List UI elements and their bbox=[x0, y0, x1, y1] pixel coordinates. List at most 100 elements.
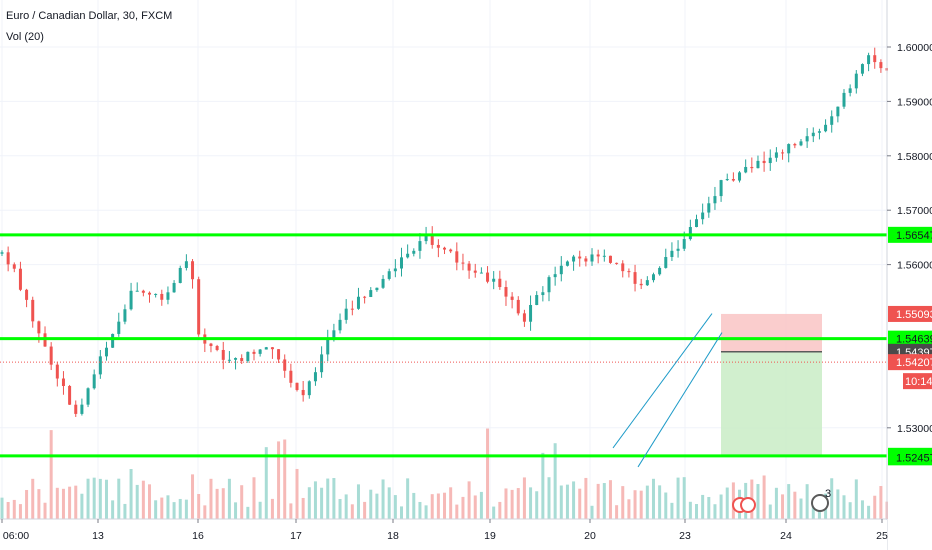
volume-bar bbox=[627, 499, 631, 519]
volume-bar bbox=[215, 488, 219, 519]
volume-bar bbox=[473, 495, 477, 519]
volume-bar bbox=[522, 477, 526, 519]
candle-body bbox=[651, 274, 655, 281]
candle-body bbox=[645, 280, 649, 286]
candle-body bbox=[356, 296, 360, 309]
candle-body bbox=[49, 346, 53, 365]
volume-bar bbox=[695, 504, 699, 519]
candle-body bbox=[762, 160, 766, 164]
volume-bar bbox=[412, 492, 416, 519]
candle-body bbox=[615, 262, 619, 264]
volume-bar bbox=[203, 505, 207, 519]
volume-bar bbox=[867, 505, 871, 519]
candle-body bbox=[553, 274, 557, 278]
candle-body bbox=[848, 88, 852, 93]
candle-body bbox=[399, 257, 403, 269]
candle-body bbox=[197, 279, 201, 335]
price-labels: 1.565471.546391.524851.550931.543971.542… bbox=[888, 226, 932, 466]
volume-bar bbox=[467, 481, 471, 519]
volume-bar bbox=[86, 478, 90, 519]
candle-body bbox=[154, 293, 158, 295]
position-zones bbox=[721, 313, 822, 456]
target-price-label: 1.52457 bbox=[896, 452, 932, 464]
candle-body bbox=[406, 253, 410, 258]
candle-body bbox=[381, 278, 385, 288]
candle-body bbox=[98, 356, 102, 375]
candle-body bbox=[860, 64, 864, 74]
candle-body bbox=[535, 295, 539, 305]
candlestick-series bbox=[0, 47, 932, 417]
volume-bar bbox=[55, 487, 59, 519]
volume-bar bbox=[535, 491, 539, 519]
candle-body bbox=[768, 157, 772, 164]
volume-bar bbox=[424, 505, 428, 519]
candle-body bbox=[750, 166, 754, 169]
candle-body bbox=[37, 321, 41, 334]
volume-bar bbox=[92, 477, 96, 519]
candle-body bbox=[676, 248, 680, 251]
overlays: 3 bbox=[732, 488, 831, 513]
price-axis-bg bbox=[888, 0, 932, 550]
level-price-label-bg bbox=[888, 330, 932, 347]
volume-bar bbox=[0, 497, 4, 519]
volume-bar bbox=[516, 488, 520, 519]
time-axis-bg bbox=[0, 520, 887, 550]
volume-bar bbox=[111, 500, 115, 519]
price-channel bbox=[612, 313, 723, 468]
volume-bar bbox=[510, 489, 514, 519]
candle-body bbox=[363, 296, 367, 298]
candle-body bbox=[793, 144, 797, 146]
volume-bar bbox=[209, 478, 213, 519]
candle-body bbox=[799, 141, 803, 146]
candle-body bbox=[492, 278, 496, 282]
candle-body bbox=[547, 277, 551, 293]
candle-body bbox=[393, 268, 397, 272]
candle-body bbox=[184, 261, 188, 268]
volume-bar bbox=[504, 488, 508, 519]
volume-bar bbox=[725, 487, 729, 519]
candle-body bbox=[658, 267, 662, 275]
candle-body bbox=[215, 346, 219, 350]
volume-bar bbox=[197, 494, 201, 519]
candle-body bbox=[264, 347, 268, 350]
volume-bar bbox=[584, 477, 588, 519]
volume-bar bbox=[252, 477, 256, 519]
price-tick-label: 1.59000 bbox=[897, 96, 932, 108]
candle-body bbox=[719, 180, 723, 197]
volume-bar bbox=[553, 443, 557, 519]
candle-body bbox=[824, 124, 828, 132]
volume-bar bbox=[547, 477, 551, 519]
volume-bar bbox=[393, 495, 397, 519]
volume-bar bbox=[799, 498, 803, 519]
volume-bar bbox=[338, 499, 342, 519]
candle-body bbox=[781, 152, 785, 154]
candle-body bbox=[0, 252, 4, 254]
volume-bar bbox=[221, 488, 225, 519]
candle-body bbox=[461, 262, 465, 264]
candle-body bbox=[633, 272, 637, 284]
volume-bar bbox=[848, 502, 852, 519]
volume-bar bbox=[326, 478, 330, 519]
candle-body bbox=[172, 282, 176, 293]
bar-countdown: 10:14 bbox=[905, 376, 932, 388]
candle-body bbox=[559, 265, 563, 275]
candle-body bbox=[326, 338, 330, 355]
time-axis: 06:00 13 16 17 18 19 20 23 24 25 bbox=[0, 519, 888, 550]
candle-body bbox=[418, 241, 422, 251]
volume-bar bbox=[295, 468, 299, 519]
candle-body bbox=[738, 172, 742, 181]
time-tick-label: 25 bbox=[876, 530, 888, 542]
volume-bar bbox=[270, 498, 274, 519]
candle-body bbox=[31, 299, 35, 322]
candle-body bbox=[240, 358, 244, 361]
volume-bar bbox=[768, 504, 772, 519]
price-tick-label: 1.56000 bbox=[897, 260, 932, 272]
candle-body bbox=[387, 271, 391, 279]
volume-bar bbox=[49, 430, 53, 519]
candle-body bbox=[117, 321, 121, 334]
candle-body bbox=[104, 347, 108, 357]
candle-body bbox=[12, 264, 16, 269]
time-tick-label: 24 bbox=[780, 530, 792, 542]
time-tick-label: 19 bbox=[484, 530, 496, 542]
